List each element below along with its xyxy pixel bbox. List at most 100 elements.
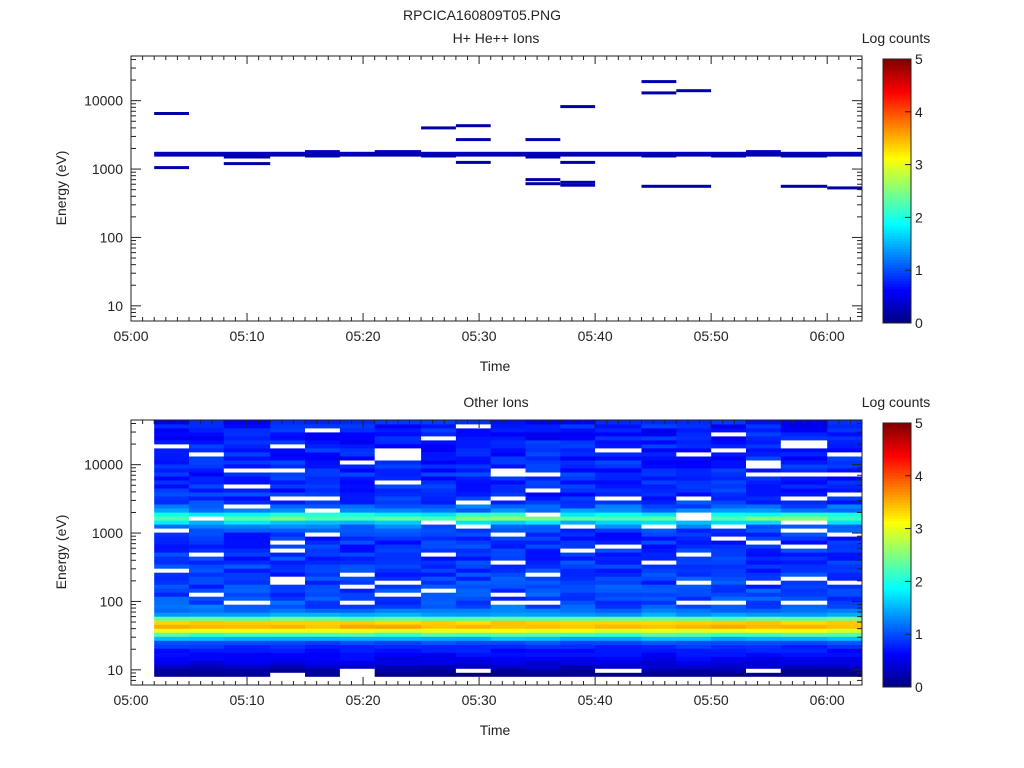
spectrogram-cell (223, 464, 271, 469)
spectrogram-cell (595, 572, 642, 577)
spectrogram-cell (595, 568, 642, 573)
spectrogram-cell (339, 596, 376, 601)
spectrogram-cell (154, 648, 190, 653)
spectrogram-cell (223, 516, 271, 521)
spectrogram-cell (490, 492, 526, 497)
spectrogram-cell (270, 604, 306, 609)
spectrogram-cell (490, 500, 526, 505)
spectrogram-cell (746, 516, 782, 521)
colorbar-swatch (883, 499, 911, 503)
spectrogram-cell (827, 584, 863, 589)
spectrogram-cell (560, 544, 596, 549)
spectrogram-cell (455, 524, 492, 529)
spectrogram-cell (339, 660, 376, 665)
spectrogram-cell (223, 576, 271, 581)
spectrogram-cell (189, 576, 225, 581)
spectrogram-cell (421, 612, 457, 617)
colorbar-swatch (883, 320, 911, 324)
spectrogram-cell (711, 440, 747, 445)
y-tick-label: 10000 (84, 93, 123, 109)
spectrogram-cell (676, 636, 712, 641)
spectrogram-cell (746, 656, 782, 661)
spectrogram-cell (455, 644, 492, 649)
spectrogram-cell (305, 548, 341, 553)
colorbar-swatch (883, 423, 911, 427)
spectrogram-cell (746, 460, 782, 465)
spectrogram-cell (223, 644, 271, 649)
spectrogram-cell (711, 548, 747, 553)
spectrogram-cell (455, 488, 492, 493)
spectrogram-cell (711, 652, 747, 657)
spectrogram-cell (525, 464, 561, 469)
spectrogram-cell (560, 440, 596, 445)
spectrogram-cell (305, 632, 341, 637)
spectrogram-cell (827, 572, 863, 577)
spectrogram-cell (305, 428, 341, 433)
colorbar-swatch (883, 167, 911, 171)
spectrogram-cell (780, 568, 828, 573)
spectrogram-cell (374, 500, 422, 505)
spectrogram-cell (305, 468, 341, 473)
spectrogram-cell (746, 632, 782, 637)
colorbar-swatch (883, 462, 911, 466)
spectrogram-cell (189, 544, 225, 549)
spectrogram-cell (421, 624, 457, 629)
spectrogram-cell (455, 660, 492, 665)
colorbar-swatch (883, 72, 911, 76)
spectrogram-cell (339, 664, 376, 669)
spectrogram-cell (595, 548, 642, 553)
spectrogram-cell (827, 448, 863, 453)
spectrogram-cell (270, 520, 306, 525)
colorbar-swatch (883, 254, 911, 258)
spectrogram-cell (676, 596, 712, 601)
colorbar-swatch (883, 457, 911, 461)
spectrogram-cell (374, 660, 422, 665)
spectrogram-cell (490, 564, 526, 569)
spectrogram-cell (189, 612, 225, 617)
colorbar-swatch (883, 452, 911, 456)
spectrogram-cell (421, 464, 457, 469)
spectrogram-cell (270, 516, 306, 521)
spectrogram-cell (595, 480, 642, 485)
spectrogram-cell (154, 584, 190, 589)
spectrogram-cell (270, 636, 306, 641)
spectrogram-cell (746, 640, 782, 645)
spectrogram-bin (746, 150, 781, 154)
spectrogram-cell (711, 664, 747, 669)
spectrogram-cell (189, 632, 225, 637)
spectrogram-cell (676, 484, 712, 489)
spectrogram-cell (421, 568, 457, 573)
spectrogram-cell (421, 596, 457, 601)
spectrogram-cell (189, 440, 225, 445)
spectrogram-cell (780, 660, 828, 665)
spectrogram-cell (223, 596, 271, 601)
spectrogram-cell (676, 480, 712, 485)
spectrogram-cell (641, 604, 677, 609)
spectrogram-cell (746, 544, 782, 549)
spectrogram-cell (490, 508, 526, 513)
spectrogram-cell (746, 672, 782, 677)
spectrogram-cell (746, 428, 782, 433)
spectrogram-cell (676, 432, 712, 437)
spectrogram-cell (455, 460, 492, 465)
spectrogram-cell (560, 464, 596, 469)
colorbar-swatch (883, 539, 911, 543)
spectrogram-cell (595, 468, 642, 473)
colorbar-swatch (883, 657, 911, 662)
x-tick-label: 05:30 (462, 692, 497, 708)
spectrogram-cell (374, 568, 422, 573)
spectrogram-cell (421, 492, 457, 497)
spectrogram-cell (490, 648, 526, 653)
spectrogram-cell (780, 512, 828, 517)
spectrogram-cell (490, 572, 526, 577)
colorbar-swatch (883, 644, 911, 648)
spectrogram-cell (641, 452, 677, 457)
colorbar-swatch (883, 467, 911, 472)
spectrogram-cell (223, 612, 271, 617)
spectrogram-cell (490, 452, 526, 457)
colorbar-swatch (883, 249, 911, 253)
spectrogram-cell (595, 496, 642, 501)
spectrogram-cell (154, 420, 190, 425)
colorbar-swatch (883, 272, 911, 276)
spectrogram-cell (780, 564, 828, 569)
